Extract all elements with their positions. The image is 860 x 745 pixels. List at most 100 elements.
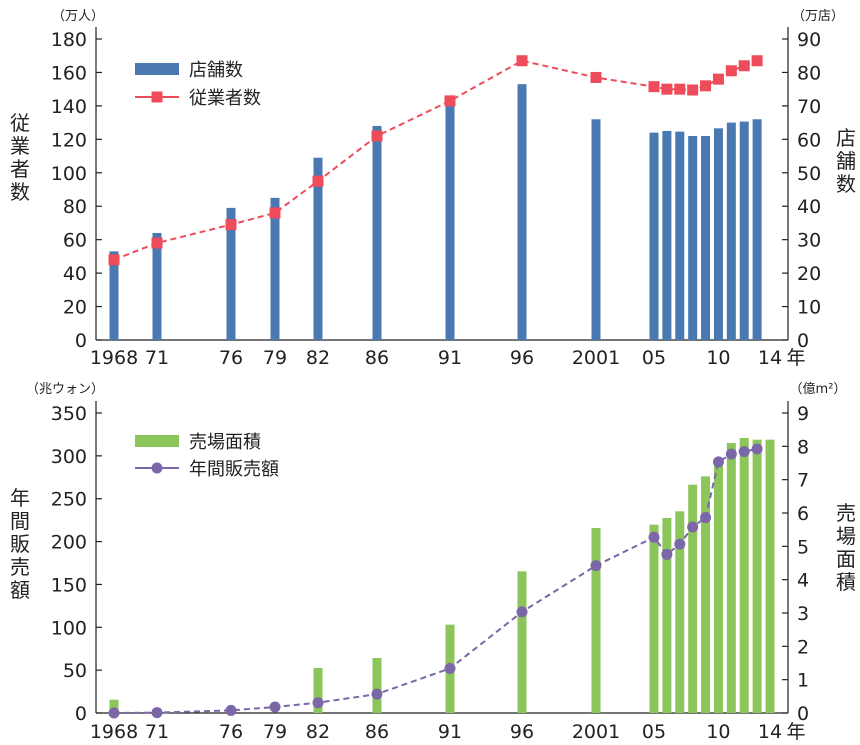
x-tick-label: 2001: [572, 347, 620, 369]
line-point: [738, 60, 750, 72]
x-tick-label: 86: [365, 721, 389, 743]
line-point: [687, 521, 699, 533]
right-tick-label: 50: [797, 163, 821, 185]
right-tick-label: 4: [797, 570, 809, 592]
right-tick-label: 60: [797, 129, 821, 151]
legend-bar-swatch: [135, 435, 179, 447]
left-tick-label: 100: [51, 163, 87, 185]
right-tick-label: 80: [797, 62, 821, 84]
bar: [649, 132, 659, 340]
x-axis-unit: 年: [786, 721, 805, 743]
legend-line-marker: [151, 462, 163, 474]
x-tick-label: 10: [706, 347, 730, 369]
line-point: [700, 512, 712, 524]
legend-line-label: 年間販売額: [189, 459, 279, 480]
bar: [752, 119, 762, 341]
left-tick-label: 250: [51, 489, 87, 511]
line-point: [674, 538, 686, 550]
x-tick-label: 05: [642, 721, 666, 743]
line-point: [648, 531, 660, 543]
bar: [445, 99, 455, 340]
bar: [313, 668, 323, 713]
bar: [739, 438, 749, 713]
bar: [591, 119, 601, 341]
bar: [688, 135, 698, 340]
line-point: [225, 219, 237, 231]
x-tick-label: 86: [365, 347, 389, 369]
bar: [226, 207, 236, 340]
line-point: [516, 55, 528, 67]
line-point: [225, 704, 237, 716]
x-tick-label: 10: [706, 721, 730, 743]
right-tick-label: 9: [797, 403, 809, 425]
bar: [270, 197, 280, 340]
right-tick-label: 0: [797, 330, 809, 352]
x-tick-label: 71: [145, 721, 169, 743]
bar: [152, 232, 162, 340]
right-tick-label: 30: [797, 230, 821, 252]
right-tick-label: 70: [797, 96, 821, 118]
left-tick-label: 160: [51, 62, 87, 84]
bar: [591, 528, 601, 713]
x-tick-label: 2001: [572, 721, 620, 743]
left-tick-label: 50: [63, 660, 87, 682]
x-tick-label: 76: [219, 721, 243, 743]
right-axis-unit: （万店）: [792, 9, 844, 24]
bar: [739, 121, 749, 340]
line-point: [371, 688, 383, 700]
right-axis-label: 売場面積: [836, 501, 856, 594]
line-point: [151, 237, 163, 249]
bar: [713, 128, 723, 340]
right-tick-label: 0: [797, 703, 809, 725]
x-tick-label: 79: [263, 347, 287, 369]
x-tick-label: 1968: [90, 347, 138, 369]
left-tick-label: 0: [75, 330, 87, 352]
line-point: [516, 606, 528, 618]
line-point: [269, 207, 281, 219]
bar: [517, 571, 527, 713]
x-axis-unit: 年: [786, 347, 805, 369]
bar: [701, 476, 711, 713]
right-tick-label: 1: [797, 670, 809, 692]
line-point: [590, 71, 602, 83]
x-tick-label: 14: [758, 347, 782, 369]
legend-bar-label: 店舗数: [189, 60, 243, 81]
series-line: [113, 448, 758, 714]
left-tick-label: 40: [63, 263, 87, 285]
right-axis-label: 店舗数: [836, 126, 856, 196]
x-tick-label: 82: [306, 347, 330, 369]
bar: [662, 130, 672, 340]
legend-bar-swatch: [135, 63, 179, 75]
x-tick-label: 71: [145, 347, 169, 369]
line-point: [590, 560, 602, 572]
line-point: [269, 701, 281, 713]
left-tick-label: 140: [51, 96, 87, 118]
bar: [372, 125, 382, 340]
legend-line-label: 従業者数: [189, 88, 261, 109]
line-point: [108, 707, 120, 719]
right-tick-label: 7: [797, 470, 809, 492]
left-tick-label: 20: [63, 297, 87, 319]
line-point: [312, 697, 324, 709]
left-tick-label: 80: [63, 196, 87, 218]
line-point: [371, 130, 383, 142]
x-tick-label: 96: [510, 347, 534, 369]
bar: [372, 658, 382, 713]
bar: [701, 135, 711, 340]
legend-bar-label: 売場面積: [189, 432, 261, 453]
line-point: [712, 456, 724, 468]
left-axis-unit: （万人）: [52, 9, 104, 24]
x-tick-label: 05: [642, 347, 666, 369]
left-axis-label: 従業者数: [10, 111, 30, 204]
bar: [726, 122, 736, 340]
bar: [649, 524, 659, 713]
line-point: [661, 83, 673, 95]
left-axis-unit: （兆ウォン）: [26, 382, 104, 397]
bar: [109, 699, 119, 713]
left-tick-label: 100: [51, 617, 87, 639]
